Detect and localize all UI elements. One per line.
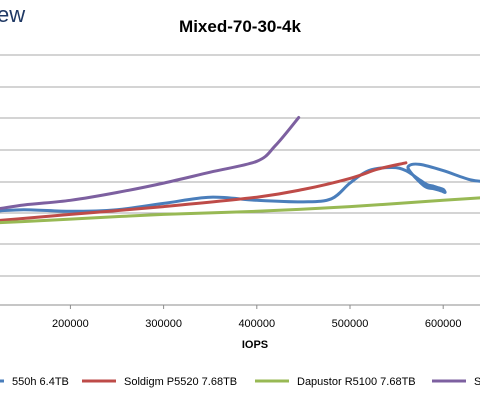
series-lines [0,116,480,225]
x-axis-label: IOPS [242,339,268,351]
series-line-0 [0,162,480,213]
series-line-1 [0,161,408,222]
x-tick-label-400000: 400000 [238,318,275,330]
chart-title: Mixed-70-30-4k [179,17,301,36]
x-tick-label-600000: 600000 [425,318,462,330]
legend: 550h 6.4TB Soldigm P5520 7.68TB Dapustor R… [0,376,480,388]
x-tick-label-200000: 200000 [52,318,89,330]
x-ticks: 200000 300000 400000 500000 600000 [52,305,462,330]
series-line-2 [0,196,480,225]
brand-logo-text: ew [0,2,26,27]
legend-label-2: Dapustor R5100 7.68TB [297,376,416,388]
legend-label-0: 550h 6.4TB [12,376,69,388]
gridlines [0,54,480,306]
legend-label-3: Sa [474,376,480,388]
legend-label-1: Soldigm P5520 7.68TB [124,376,237,388]
x-tick-label-500000: 500000 [332,318,369,330]
series-line-3 [0,116,301,211]
x-tick-label-300000: 300000 [145,318,182,330]
